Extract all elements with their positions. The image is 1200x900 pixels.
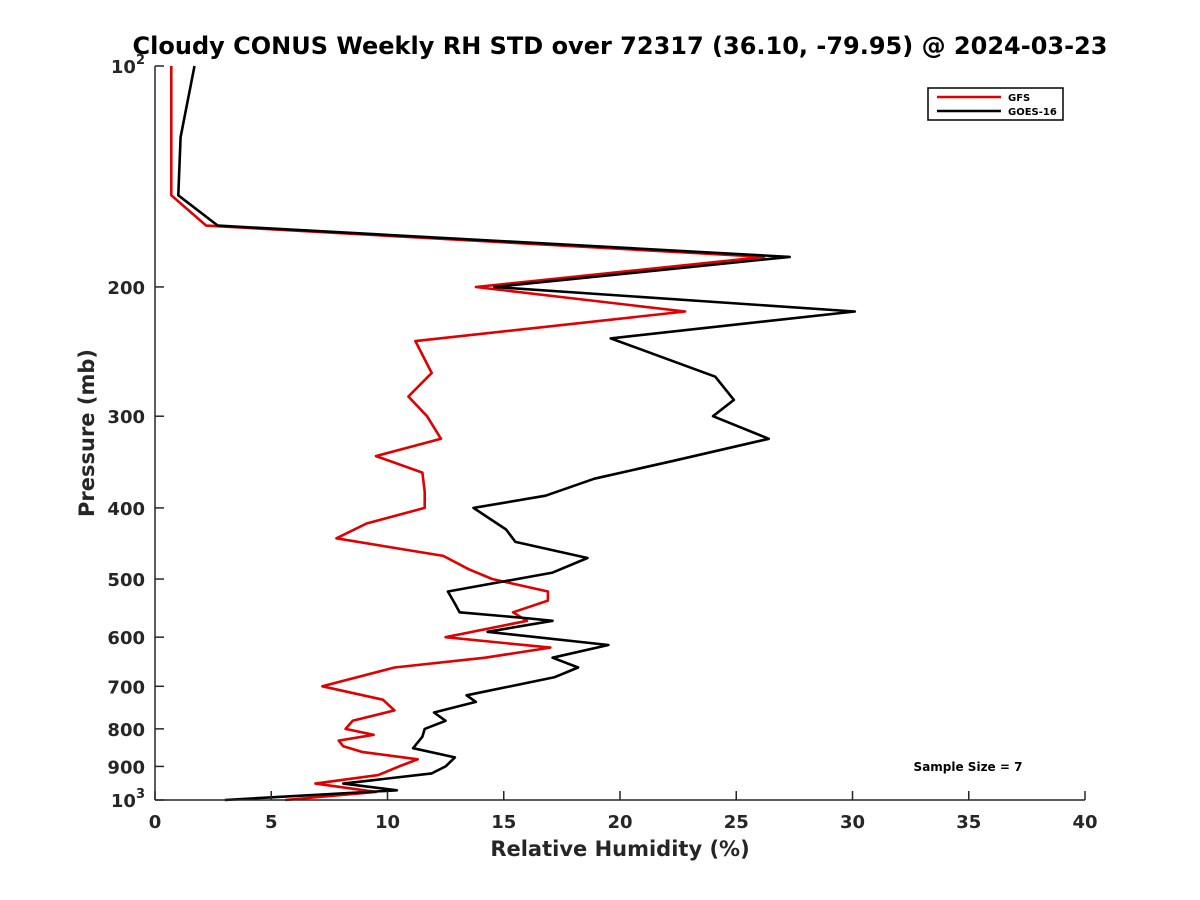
y-tick-label: 102 — [111, 53, 145, 78]
series-line-goes16 — [177, 65, 857, 802]
x-tick-label: 0 — [149, 812, 162, 833]
x-tick-label: 30 — [840, 812, 865, 833]
plot-lines — [170, 65, 857, 802]
y-tick-label: 300 — [107, 407, 145, 428]
y-tick-label: 103 — [111, 787, 145, 812]
y-tick-label: 600 — [107, 628, 145, 649]
x-tick-label: 35 — [956, 812, 981, 833]
sample-size-annotation: Sample Size = 7 — [914, 760, 1023, 774]
x-tick-label: 25 — [724, 812, 749, 833]
x-axis-label: Relative Humidity (%) — [490, 837, 749, 861]
x-ticks: 0 5 10 15 20 25 30 35 40 — [149, 791, 1098, 833]
x-tick-label: 40 — [1072, 812, 1097, 833]
x-tick-label: 20 — [607, 812, 632, 833]
y-tick-label: 200 — [107, 278, 145, 299]
y-axis-label: Pressure (mb) — [75, 349, 99, 517]
chart-title: Cloudy CONUS Weekly RH STD over 72317 (3… — [133, 32, 1108, 60]
y-tick-label: 900 — [107, 757, 145, 778]
x-tick-label: 5 — [265, 812, 278, 833]
legend-label-gfs: GFS — [1008, 93, 1030, 104]
legend-box — [927, 87, 1064, 121]
series-line-gfs — [170, 66, 766, 802]
y-tick-label: 400 — [107, 499, 145, 520]
legend-label-goes16: GOES-16 — [1008, 107, 1057, 118]
x-tick-label: 10 — [375, 812, 400, 833]
y-tick-label: 800 — [107, 720, 145, 741]
x-tick-label: 15 — [491, 812, 516, 833]
y-ticks: 102 200 300 400 500 600 700 800 900 103 — [107, 53, 164, 812]
y-tick-label: 500 — [107, 570, 145, 591]
y-tick-label: 700 — [107, 677, 145, 698]
axes — [154, 66, 1085, 801]
legend: GFS GOES-16 — [927, 87, 1064, 121]
